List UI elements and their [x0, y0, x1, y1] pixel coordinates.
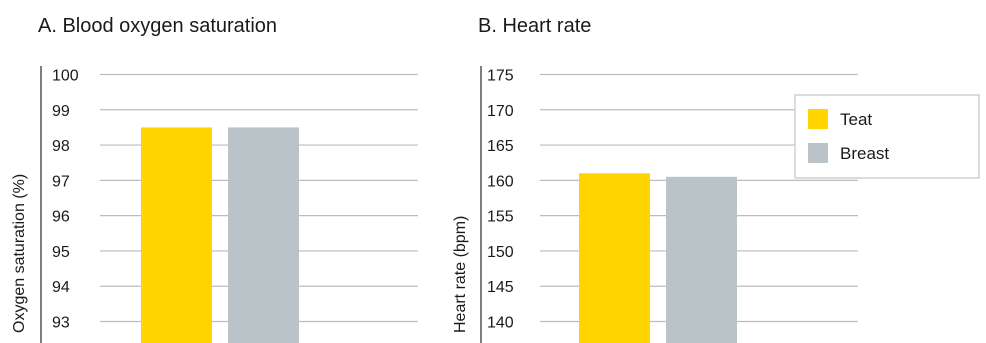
panel-a-y-tick-label: 99 — [52, 103, 70, 120]
panel-a-y-tick-label: 96 — [52, 209, 70, 226]
panel-b-y-tick-label: 160 — [487, 173, 514, 190]
panel-b-y-tick-label: 155 — [487, 209, 514, 226]
panel-b-bar-teat — [579, 173, 650, 343]
panel-a-y-tick-labels: 93 94 95 96 97 98 99 100 — [52, 68, 79, 332]
panel-a-title: A. Blood oxygen saturation — [38, 15, 277, 37]
panel-b-y-tick-label: 150 — [487, 244, 514, 261]
legend: Teat Breast — [794, 94, 980, 179]
panel-b-y-tick-label: 145 — [487, 279, 514, 296]
legend-swatch-teat — [808, 109, 828, 129]
panel-a-bars — [141, 127, 299, 343]
panel-a-y-tick-label: 97 — [52, 173, 70, 190]
legend-label-breast: Breast — [840, 144, 889, 163]
panel-b-y-tick-label: 175 — [487, 68, 514, 85]
panel-b-y-tick-label: 170 — [487, 103, 514, 120]
panel-a-bar-breast — [228, 127, 299, 343]
panel-a: A. Blood oxygen saturation 9394959697989… — [11, 15, 418, 343]
panel-b-y-tick-label: 165 — [487, 138, 514, 155]
panel-b: B. Heart rate 140 145 150 155 160 165 170 175 H… — [452, 15, 858, 343]
panel-b-y-tick-label: 140 — [487, 315, 514, 332]
panel-a-y-tick-label: 98 — [52, 138, 70, 155]
panel-b-y-tick-labels: 140 145 150 155 160 165 170 175 — [487, 68, 514, 332]
panel-a-y-tick-label: 100 — [52, 68, 79, 85]
panel-b-y-axis-title: Heart rate (bpm) — [452, 216, 469, 333]
legend-label-teat: Teat — [840, 110, 872, 129]
panel-a-y-axis-title: Oxygen saturation (%) — [11, 174, 28, 333]
panel-b-title: B. Heart rate — [478, 15, 591, 37]
panel-a-y-tick-label: 93 — [52, 315, 70, 332]
legend-swatch-breast — [808, 143, 828, 163]
panel-a-bar-teat — [141, 127, 212, 343]
legend-box — [794, 94, 980, 179]
panel-b-bar-breast — [666, 176, 737, 343]
panel-a-y-tick-label: 94 — [52, 279, 70, 296]
panel-a-y-tick-label: 95 — [52, 244, 70, 261]
panel-b-bars — [579, 173, 737, 343]
